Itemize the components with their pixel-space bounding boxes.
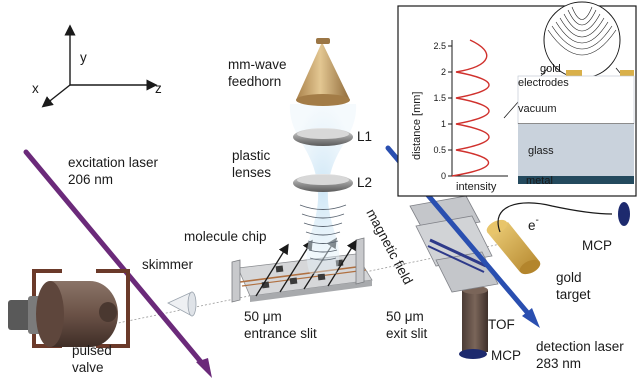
pulsed-valve xyxy=(8,269,130,348)
exit-slit-label-line1: 50 μm xyxy=(386,309,424,324)
pulsed-valve-label-line1: pulsed xyxy=(72,343,112,358)
detection-laser-label-line1: detection laser xyxy=(536,339,624,354)
inset-gold-electrode-right xyxy=(620,70,634,76)
inset-gold-label-line1: gold xyxy=(540,63,561,75)
inset-gold-label-line2: electrodes xyxy=(518,77,569,89)
electron-label: e- xyxy=(528,215,539,233)
lenses-label-line2: lenses xyxy=(232,165,271,180)
inset-panel: 0 0.5 1 1.5 2 2.5 distance [mm] intensit… xyxy=(397,1,637,197)
inset-glass-layer xyxy=(518,124,634,176)
feedhorn xyxy=(296,38,350,106)
inset-glass-label: glass xyxy=(528,145,554,157)
feedhorn-label-line1: mm-wave xyxy=(228,57,287,72)
inset-ylabel: distance [mm] xyxy=(411,92,423,160)
entrance-slit-label-line1: 50 μm xyxy=(244,309,282,324)
inset-gold-electrode-left xyxy=(566,70,582,76)
lens-l2-label: L2 xyxy=(357,175,372,190)
gold-target-label-line2: target xyxy=(556,287,591,302)
lens-l1-label: L1 xyxy=(357,129,372,144)
tof-tube xyxy=(462,286,488,352)
magnetic-field-label: magnetic field xyxy=(363,206,415,287)
inset-vacuum-layer xyxy=(517,75,635,125)
mcp-top-detector xyxy=(618,202,630,226)
axis-z-label: z xyxy=(155,81,162,96)
gold-target xyxy=(486,219,541,275)
ion-extraction-plates xyxy=(409,195,499,293)
inset-ytick-4: 2 xyxy=(441,67,446,77)
inset-ytick-3: 1.5 xyxy=(433,93,446,103)
lens-l2 xyxy=(293,174,353,192)
inset-ytick-5: 2.5 xyxy=(433,41,446,51)
inset-ytick-0: 0 xyxy=(441,171,446,181)
coordinate-axes: y z x xyxy=(32,24,162,108)
detection-laser-label-line2: 283 nm xyxy=(536,356,581,371)
skimmer-cone xyxy=(167,291,197,317)
lenses-label-line1: plastic xyxy=(232,148,271,163)
exit-slit-label-line2: exit slit xyxy=(386,326,428,341)
inset-vacuum-label: vacuum xyxy=(518,103,557,115)
skimmer-label: skimmer xyxy=(142,257,193,272)
axis-x-label: x xyxy=(32,81,39,96)
inset-metal-layer xyxy=(518,176,634,184)
molecule-chip xyxy=(231,237,373,303)
feedhorn-label-line2: feedhorn xyxy=(228,74,281,89)
inset-metal-label: metal xyxy=(526,175,553,187)
axis-y-label: y xyxy=(80,50,87,65)
mcp-top-label: MCP xyxy=(582,238,612,253)
inset-intensity-curve xyxy=(451,39,490,177)
excitation-laser-label-line2: 206 nm xyxy=(68,172,113,187)
mcp-bottom-label: MCP xyxy=(491,348,521,363)
entrance-slit-label-line2: entrance slit xyxy=(244,326,317,341)
inset-ytick-1: 0.5 xyxy=(433,145,446,155)
inset-ytick-2: 1 xyxy=(441,119,446,129)
excitation-laser-beam xyxy=(23,149,212,378)
tof-label: TOF xyxy=(488,317,515,332)
excitation-laser-label-line1: excitation laser xyxy=(68,155,159,170)
mcp-bottom-detector xyxy=(459,349,487,359)
lens-l1 xyxy=(293,128,353,146)
pulsed-valve-label-line2: valve xyxy=(72,360,104,375)
gold-target-label-line1: gold xyxy=(556,270,582,285)
inset-xlabel: intensity xyxy=(456,181,497,193)
molecule-chip-label: molecule chip xyxy=(184,229,267,244)
electron-trajectory xyxy=(497,202,613,233)
